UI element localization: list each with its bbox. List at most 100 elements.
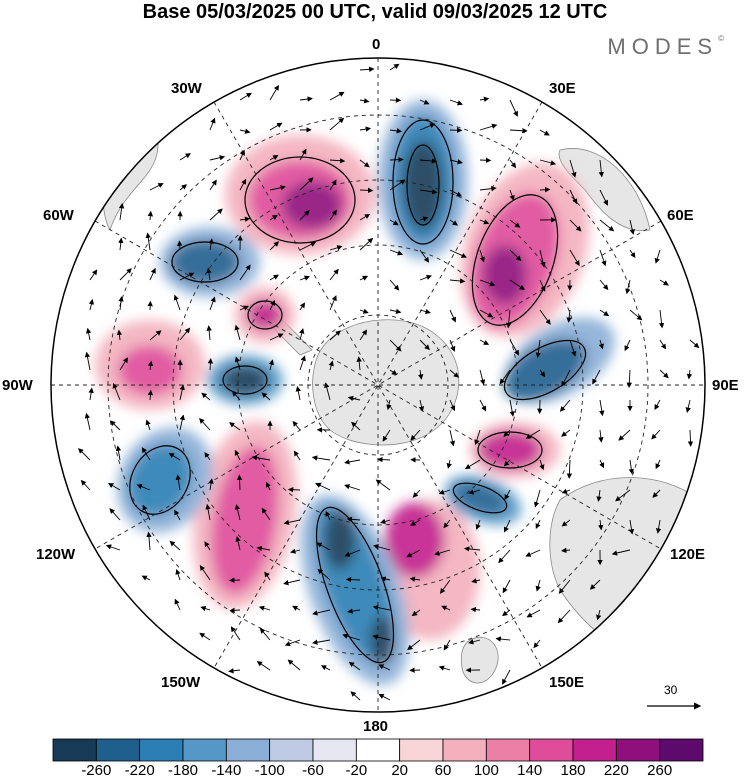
- wind-arrow: [347, 395, 361, 402]
- wind-arrow: [474, 429, 481, 446]
- wind-arrow: [509, 399, 515, 417]
- wind-arrow: [438, 665, 451, 671]
- wind-arrow: [598, 159, 604, 178]
- wind-arrow: [561, 369, 571, 387]
- colorbar-tick-label: -100: [254, 762, 285, 779]
- wind-arrow: [525, 549, 541, 557]
- wind-arrow: [351, 421, 361, 431]
- wind-arrow: [350, 691, 361, 701]
- wind-arrow: [329, 158, 346, 164]
- wind-arrow: [598, 339, 604, 350]
- lon-label-180: 180: [363, 718, 389, 735]
- wind-arrow: [539, 459, 545, 471]
- wind-arrow: [325, 510, 331, 521]
- wind-arrow: [315, 482, 331, 491]
- colorbar-segment: [659, 738, 704, 762]
- wind-arrow: [629, 219, 635, 235]
- wind-arrow: [329, 268, 339, 281]
- wind-arrow: [464, 546, 481, 552]
- colorbar-segment: [52, 738, 97, 762]
- wind-arrow: [149, 330, 162, 341]
- wind-arrow: [179, 272, 195, 281]
- colorbar-tick-label: 180: [560, 762, 586, 779]
- wind-vectors: [78, 63, 700, 701]
- wind-arrow: [558, 579, 571, 594]
- wind-arrow: [256, 661, 271, 671]
- wind-arrow: [566, 459, 573, 479]
- lon-label-60e: 60E: [667, 207, 694, 224]
- wind-arrow: [569, 189, 578, 205]
- wind-arrow: [533, 489, 541, 508]
- wind-arrow: [539, 159, 557, 166]
- wind-arrow: [599, 459, 605, 469]
- wind-arrow: [449, 369, 460, 378]
- wind-arrow: [116, 329, 123, 341]
- colorbar-segment: [615, 738, 661, 762]
- wind-arrow: [179, 327, 191, 341]
- wind-arrow: [299, 275, 310, 281]
- colorbar-tick-label: -20: [345, 762, 368, 779]
- wind-arrow: [449, 278, 466, 284]
- wind-arrow: [84, 412, 91, 431]
- wind-arrow: [502, 669, 511, 685]
- lon-label-120w: 120W: [36, 546, 76, 563]
- wind-arrow: [479, 309, 494, 318]
- wind-arrow: [503, 459, 511, 467]
- wind-arrow: [559, 399, 571, 412]
- wind-arrow: [89, 269, 98, 281]
- wind-arrow: [389, 308, 402, 314]
- wind-arrow: [539, 279, 546, 292]
- wind-arrow: [290, 548, 301, 554]
- wind-arrow: [344, 459, 361, 465]
- wind-arrow: [509, 128, 528, 134]
- wind-arrow: [373, 544, 391, 551]
- wind-arrow: [149, 267, 156, 281]
- wind-arrow: [179, 414, 185, 431]
- wind-arrow: [239, 149, 245, 161]
- wind-arrow: [479, 249, 485, 263]
- wind-arrow: [479, 185, 497, 192]
- wind-arrow: [389, 369, 398, 376]
- brand-logo: MODES©: [607, 34, 724, 59]
- wind-arrow: [284, 639, 301, 647]
- wind-arrow: [299, 96, 313, 102]
- map-title: Base 05/03/2025 00 UTC, valid 09/03/2025…: [142, 1, 608, 23]
- wind-arrow: [175, 474, 181, 491]
- colorbar-segment: [529, 738, 574, 762]
- wind-arrow: [228, 668, 241, 674]
- colorbar-segment: [355, 738, 401, 762]
- wind-arrow: [147, 360, 154, 371]
- wind-arrow: [347, 608, 361, 614]
- wind-arrow: [380, 518, 391, 525]
- colorbar-segment: [442, 738, 487, 762]
- wind-arrow: [659, 339, 667, 350]
- wind-arrow: [389, 219, 399, 226]
- wind-arrow: [561, 429, 571, 437]
- wind-arrow: [239, 178, 247, 191]
- wind-arrow: [611, 549, 631, 556]
- wind-arrow: [539, 369, 546, 378]
- wind-arrow: [147, 389, 154, 401]
- wind-arrow: [409, 576, 421, 582]
- wind-arrow: [419, 308, 431, 315]
- wind-arrow: [258, 605, 271, 611]
- anomaly-field: [95, 100, 615, 686]
- wind-arrow: [375, 479, 391, 491]
- wind-arrow: [449, 189, 462, 197]
- wind-arrow: [316, 542, 331, 551]
- wind-arrow: [299, 210, 310, 221]
- wind-arrow: [654, 399, 661, 410]
- wind-arrow: [629, 249, 636, 259]
- wind-arrow: [449, 339, 456, 352]
- colorbar-segment: [572, 738, 617, 762]
- colorbar-tick-label: 260: [647, 762, 673, 779]
- wind-arrow: [269, 333, 284, 341]
- wind-arrow: [199, 632, 211, 641]
- wind-arrow: [479, 399, 487, 412]
- wind-arrow: [449, 429, 456, 447]
- wind-arrow: [509, 159, 517, 169]
- wind-arrow: [535, 579, 541, 592]
- wind-arrow: [112, 382, 121, 401]
- wind-arrow: [626, 369, 633, 388]
